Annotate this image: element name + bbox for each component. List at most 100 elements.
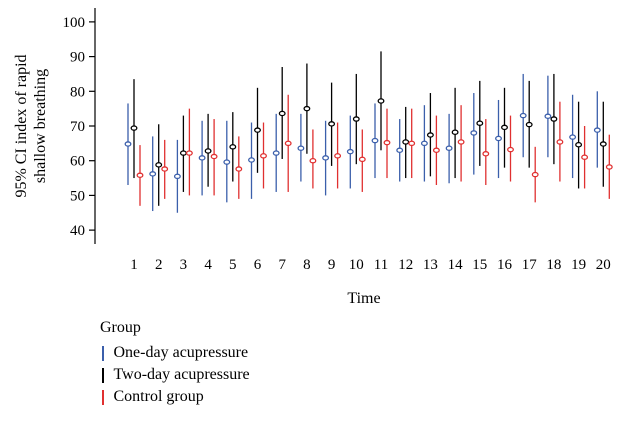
mean-marker: [476, 120, 484, 126]
mean-marker: [519, 112, 527, 119]
mean-marker: [495, 135, 502, 142]
mean-marker: [377, 98, 385, 104]
mean-marker: [575, 141, 583, 148]
mean-marker: [358, 156, 366, 163]
legend-item-one-day: One-day acupressure: [100, 342, 250, 364]
mean-marker: [198, 155, 206, 161]
mean-marker: [303, 105, 311, 112]
y-tick-label: 60: [70, 154, 85, 170]
x-tick-label: 10: [349, 257, 364, 273]
legend-title: Group: [100, 319, 141, 336]
y-tick-label: 40: [70, 223, 85, 239]
mean-marker: [173, 173, 181, 180]
x-tick-label: 15: [472, 257, 487, 273]
mean-marker: [432, 147, 440, 154]
x-tick-label: 8: [303, 257, 311, 273]
mean-marker: [235, 166, 243, 172]
mean-marker: [352, 116, 360, 122]
mean-marker: [420, 140, 428, 147]
series-one-day-acupressure: [124, 73, 601, 213]
mean-marker: [278, 110, 286, 117]
mean-marker: [136, 172, 144, 179]
mean-marker: [179, 150, 187, 156]
x-tick-label: 6: [254, 257, 262, 273]
mean-marker: [284, 140, 292, 147]
mean-marker: [248, 157, 255, 163]
mean-marker: [402, 139, 410, 145]
legend-swatch-control: [102, 389, 104, 405]
x-tick-label: 1: [130, 257, 138, 273]
x-axis-label: Time: [347, 290, 380, 307]
mean-marker: [309, 157, 317, 164]
x-tick-label: 16: [497, 257, 513, 273]
mean-marker: [581, 154, 589, 160]
error-bars: [124, 51, 613, 213]
mean-marker: [383, 139, 391, 146]
y-tick-label: 80: [70, 84, 85, 100]
mean-marker: [272, 150, 280, 156]
x-tick-label: 2: [155, 257, 163, 273]
mean-marker: [531, 171, 539, 178]
mean-marker: [482, 151, 490, 157]
mean-marker: [544, 113, 552, 120]
legend-label-control: Control group: [113, 388, 204, 405]
y-tick-label: 90: [70, 50, 85, 66]
x-tick-label: 13: [423, 257, 438, 273]
mean-marker: [328, 121, 336, 127]
mean-marker: [445, 145, 453, 151]
mean-marker: [408, 140, 416, 147]
x-tick-label: 19: [571, 257, 586, 273]
mean-marker: [155, 162, 163, 168]
mean-marker: [426, 132, 434, 138]
x-tick-label: 3: [180, 257, 188, 273]
x-tick-label: 11: [374, 257, 388, 273]
mean-marker: [346, 148, 354, 155]
mean-marker: [260, 153, 267, 159]
mean-marker: [451, 129, 459, 135]
mean-marker: [297, 145, 305, 151]
x-tick-label: 20: [596, 257, 611, 273]
y-axis-label-line-2: shallow breathing: [32, 69, 49, 183]
x-tick-label: 9: [328, 257, 336, 273]
mean-marker: [507, 146, 514, 153]
mean-marker: [124, 141, 132, 147]
mean-marker: [204, 148, 212, 154]
legend-item-control: Control group: [100, 386, 250, 408]
mean-marker: [556, 139, 564, 145]
mean-marker: [525, 121, 533, 128]
series-two-day-acupressure: [130, 51, 607, 206]
mean-marker: [185, 150, 193, 156]
legend: Group One-day acupressure Two-day acupre…: [100, 318, 250, 408]
y-tick-label: 50: [70, 188, 85, 204]
x-tick-label: 14: [448, 257, 464, 273]
mean-marker: [371, 137, 379, 144]
mean-marker: [334, 153, 342, 159]
x-tick-label: 5: [229, 257, 237, 273]
mean-marker: [457, 139, 465, 145]
y-tick-label: 70: [70, 119, 85, 135]
mean-marker: [229, 144, 237, 150]
mean-marker: [470, 130, 478, 136]
mean-marker: [254, 127, 261, 133]
mean-marker: [396, 147, 404, 154]
mean-marker: [322, 155, 330, 161]
x-tick-label: 4: [204, 257, 212, 273]
mean-marker: [223, 159, 231, 165]
legend-swatch-one-day: [102, 345, 104, 361]
x-tick-label: 18: [546, 257, 561, 273]
mean-marker: [593, 127, 601, 133]
legend-item-two-day: Two-day acupressure: [100, 364, 250, 386]
series-control-group: [136, 94, 613, 206]
legend-swatch-two-day: [102, 367, 104, 383]
mean-marker: [130, 125, 138, 131]
legend-label-two-day: Two-day acupressure: [113, 366, 250, 383]
mean-marker: [569, 134, 577, 140]
mean-marker: [501, 124, 508, 131]
legend-label-one-day: One-day acupressure: [113, 344, 249, 361]
y-tick-label: 100: [63, 15, 86, 31]
x-tick-label: 17: [522, 257, 538, 273]
mean-marker: [599, 141, 607, 147]
mean-marker: [210, 153, 218, 160]
